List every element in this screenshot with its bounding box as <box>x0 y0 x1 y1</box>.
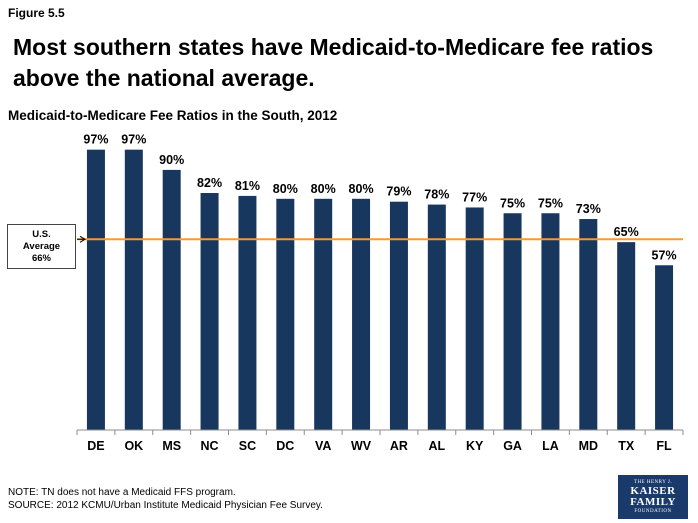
x-tick-label-AL: AL <box>428 439 445 453</box>
us-average-label-line2: Average <box>22 240 61 252</box>
data-label-OK: 97% <box>121 133 146 147</box>
logo-top-text: THE HENRY J. <box>633 480 673 485</box>
x-tick-label-WV: WV <box>351 439 372 453</box>
bar-LA <box>541 213 560 430</box>
data-label-TX: 65% <box>614 225 639 239</box>
bar-WV <box>352 198 371 430</box>
data-label-KY: 77% <box>462 190 487 204</box>
footnote-note: NOTE: TN does not have a Medicaid FFS pr… <box>8 487 236 498</box>
bar-FL <box>655 265 674 430</box>
footnote: NOTE: TN does not have a Medicaid FFS pr… <box>8 486 323 512</box>
bar-OK <box>124 149 143 431</box>
data-label-AR: 79% <box>386 185 411 199</box>
bar-NC <box>200 193 219 430</box>
x-tick-label-MD: MD <box>579 439 598 453</box>
bar-DC <box>276 198 295 430</box>
us-average-label-line1: U.S. <box>32 228 51 240</box>
us-average-value: 66% <box>31 252 51 264</box>
x-tick-label-AR: AR <box>390 439 408 453</box>
us-average-arrow-head <box>79 235 86 243</box>
data-label-DE: 97% <box>83 133 108 147</box>
bar-VA <box>314 198 333 430</box>
data-label-MD: 73% <box>576 202 601 216</box>
chart-title: Medicaid-to-Medicare Fee Ratios in the S… <box>8 108 338 123</box>
logo-foundation-text: FOUNDATION <box>634 509 672 514</box>
data-label-FL: 57% <box>652 248 677 262</box>
x-tick-label-OK: OK <box>124 439 143 453</box>
bar-KY <box>465 207 484 430</box>
data-label-VA: 80% <box>311 182 336 196</box>
bar-GA <box>503 213 522 430</box>
data-label-NC: 82% <box>197 176 222 190</box>
us-average-callout: U.S. Average 66% <box>7 224 76 269</box>
bar-DE <box>86 149 105 431</box>
x-tick-label-TX: TX <box>618 439 635 453</box>
figure-label: Figure 5.5 <box>8 6 65 20</box>
data-label-LA: 75% <box>538 196 563 210</box>
x-tick-label-SC: SC <box>239 439 256 453</box>
bar-SC <box>238 195 257 430</box>
x-tick-label-LA: LA <box>542 439 559 453</box>
x-tick-label-MS: MS <box>162 439 181 453</box>
bar-TX <box>617 242 636 430</box>
bar-MD <box>579 219 598 430</box>
data-label-AL: 78% <box>424 188 449 202</box>
x-tick-label-NC: NC <box>201 439 219 453</box>
x-tick-label-KY: KY <box>466 439 484 453</box>
data-label-WV: 80% <box>349 182 374 196</box>
x-tick-label-GA: GA <box>503 439 522 453</box>
logo-kaiser-text: KAISER <box>630 485 676 497</box>
x-tick-label-FL: FL <box>656 439 672 453</box>
x-tick-label-VA: VA <box>315 439 331 453</box>
bar-AL <box>427 204 446 430</box>
data-label-GA: 75% <box>500 196 525 210</box>
x-tick-label-DC: DC <box>276 439 294 453</box>
bar-MS <box>162 169 181 430</box>
kff-logo: THE HENRY J. KAISER FAMILY FOUNDATION <box>618 475 688 519</box>
data-label-MS: 90% <box>159 153 184 167</box>
bar-AR <box>389 201 408 430</box>
logo-family-text: FAMILY <box>630 496 676 508</box>
x-tick-label-DE: DE <box>87 439 104 453</box>
footnote-source: SOURCE: 2012 KCMU/Urban Institute Medica… <box>8 500 323 511</box>
data-label-DC: 80% <box>273 182 298 196</box>
headline: Most southern states have Medicaid-to-Me… <box>13 34 654 91</box>
data-label-SC: 81% <box>235 179 260 193</box>
